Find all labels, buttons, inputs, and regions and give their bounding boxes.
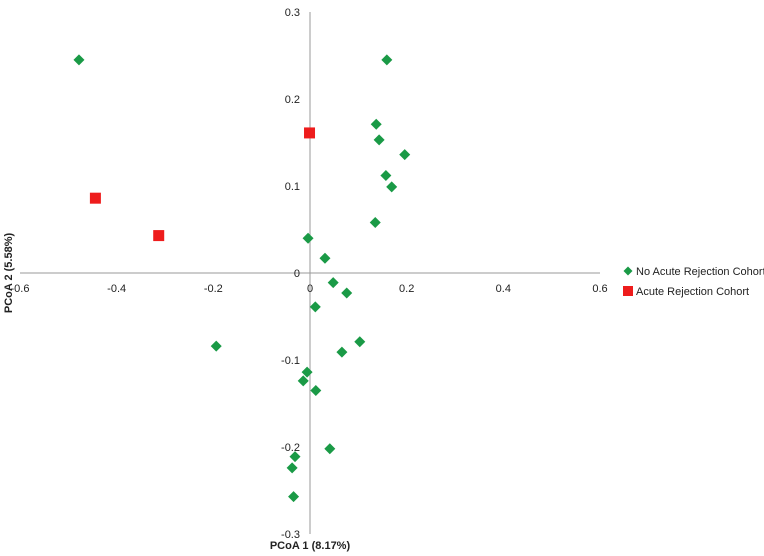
x-axis-title: PCoA 1 (8.17%): [270, 540, 351, 552]
y-tick-label: 0.2: [285, 94, 300, 106]
no-acute-rejection-point: [310, 384, 322, 396]
no-acute-rejection-point: [289, 451, 301, 463]
legend-square-marker: [623, 286, 633, 296]
y-tick-label: -0.1: [281, 355, 300, 367]
acute-rejection-point: [89, 192, 101, 204]
x-tick-label: -0.4: [107, 283, 126, 295]
no-acute-rejection-point: [373, 134, 385, 146]
no-acute-rejection-point: [327, 277, 339, 289]
no-acute-rejection-point: [381, 54, 393, 66]
legend-item-no-acute-rejection: No Acute Rejection Cohort: [623, 266, 764, 278]
no-acute-rejection-point: [324, 443, 336, 455]
x-tick-label: 0: [307, 283, 313, 295]
no-acute-rejection-point: [369, 217, 381, 229]
no-acute-rejection-point: [399, 149, 411, 161]
no-acute-rejection-point: [302, 232, 314, 244]
no-acute-rejection-point: [288, 491, 300, 503]
no-acute-rejection-point: [210, 340, 222, 352]
y-tick-label: 0.3: [285, 7, 300, 19]
y-tick-label: -0.2: [281, 442, 300, 454]
x-tick-label: -0.6: [11, 283, 30, 295]
no-acute-rejection-point: [297, 375, 309, 387]
y-axis-title: PCoA 2 (5.58%): [3, 233, 15, 314]
data-points: [73, 54, 411, 503]
y-tick-label: 0.1: [285, 181, 300, 193]
acute-rejection-point: [304, 127, 316, 139]
no-acute-rejection-point: [73, 54, 85, 66]
no-acute-rejection-point: [380, 170, 392, 182]
x-tick-label: -0.2: [204, 283, 223, 295]
no-acute-rejection-point: [309, 301, 321, 313]
axes: [20, 12, 600, 534]
x-tick-label: 0.6: [592, 283, 607, 295]
legend-label: No Acute Rejection Cohort: [636, 266, 764, 278]
y-tick-label: 0: [294, 268, 300, 280]
legend: No Acute Rejection Cohort Acute Rejectio…: [623, 266, 764, 298]
y-tick-labels: -0.3 -0.2 -0.1 0 0.1 0.2 0.3: [281, 7, 300, 541]
x-tick-labels: -0.6 -0.4 -0.2 0 0.2 0.4 0.6: [11, 283, 608, 295]
no-acute-rejection-point: [370, 118, 382, 130]
y-tick-label: -0.3: [281, 529, 300, 541]
no-acute-rejection-point: [319, 252, 331, 264]
x-tick-label: 0.4: [496, 283, 511, 295]
no-acute-rejection-point: [354, 336, 366, 348]
legend-label: Acute Rejection Cohort: [636, 286, 749, 298]
no-acute-rejection-point: [336, 346, 348, 358]
no-acute-rejection-point: [386, 181, 398, 193]
no-acute-rejection-point: [286, 462, 298, 474]
acute-rejection-point: [153, 230, 165, 242]
no-acute-rejection-point: [301, 366, 313, 378]
legend-item-acute-rejection: Acute Rejection Cohort: [623, 286, 749, 298]
x-tick-label: 0.2: [399, 283, 414, 295]
no-acute-rejection-point: [341, 287, 353, 299]
legend-diamond-marker: [623, 266, 633, 276]
